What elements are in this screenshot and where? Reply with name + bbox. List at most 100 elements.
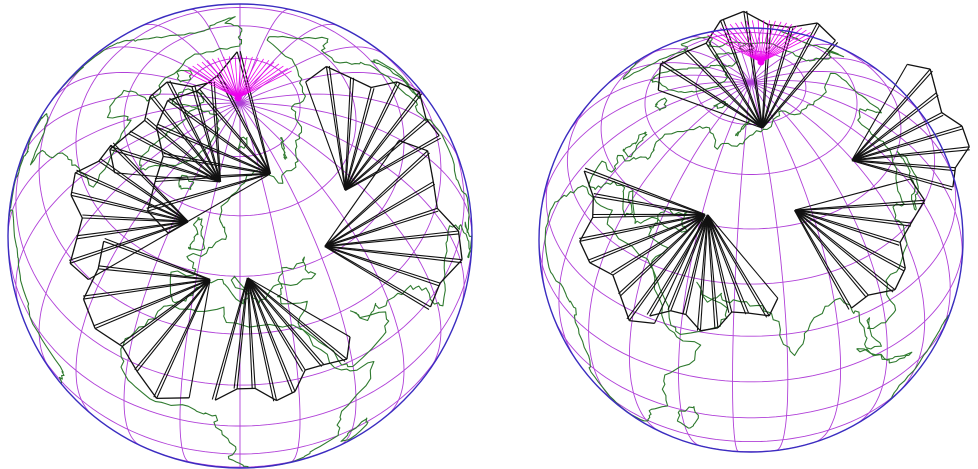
meridian-line xyxy=(540,81,752,212)
footprint-swath-edge xyxy=(762,24,772,129)
footprint-swath-edge xyxy=(324,246,440,287)
meridian-line xyxy=(750,27,764,83)
footprint-edge xyxy=(254,387,277,402)
footprint-swath-edge xyxy=(794,210,905,272)
footprint-swath-edge xyxy=(233,277,248,389)
coastline xyxy=(654,97,668,111)
footprint-swath-edge xyxy=(794,210,867,298)
pole-spoke xyxy=(206,60,239,99)
footprint-ray xyxy=(707,214,770,317)
footprint-edge xyxy=(276,390,296,402)
footprint-edge xyxy=(398,139,428,152)
footprint-swath-edge xyxy=(746,10,764,128)
footprint-edge xyxy=(720,10,745,22)
footprint-edge xyxy=(396,81,420,93)
footprint-edge xyxy=(894,268,906,290)
footprint-edge xyxy=(899,222,912,243)
right-globe-disc xyxy=(539,28,963,452)
meridian-line xyxy=(558,82,752,360)
footprint-ray xyxy=(794,178,911,211)
footprint-edge xyxy=(899,242,906,269)
footprint-ray xyxy=(344,91,420,191)
footprint-ray xyxy=(83,279,211,300)
footprint-edge xyxy=(121,346,138,372)
footprint-swath-edge xyxy=(324,246,462,264)
footprint-ray xyxy=(109,148,221,183)
coastline xyxy=(713,100,728,109)
footprint-ray xyxy=(649,214,709,317)
footprint-edge xyxy=(685,314,701,332)
footprint-ray xyxy=(121,279,211,347)
footprint-edge xyxy=(629,319,655,325)
footprint-edge xyxy=(851,294,869,309)
footprint-ray xyxy=(75,172,189,223)
footprint-ray xyxy=(670,214,709,311)
footprint-swath-edge xyxy=(71,191,189,222)
footprint-swath-edge xyxy=(852,149,970,162)
footprint-ray xyxy=(628,214,706,321)
footprint-edge xyxy=(75,160,100,174)
footprint-swath-edge xyxy=(82,214,189,222)
footprint-edge xyxy=(82,268,99,300)
right-globe xyxy=(538,10,970,453)
footprint-ray xyxy=(705,42,763,129)
footprint-swath-edge xyxy=(762,28,794,129)
footprint-swath-edge xyxy=(345,120,429,191)
parallel-line xyxy=(7,239,473,427)
footprint-ray xyxy=(191,86,221,183)
footprint-ray xyxy=(794,209,906,269)
footprint-edge xyxy=(816,22,836,41)
footprint-edge xyxy=(432,181,438,209)
footprint-ray xyxy=(344,118,427,191)
footprint-ray xyxy=(98,160,189,223)
pole-spoke xyxy=(237,55,242,99)
footprint-swath-edge xyxy=(83,278,210,297)
footprint-ray xyxy=(761,27,791,129)
footprint-edge xyxy=(660,51,686,65)
footprint-edge xyxy=(70,195,83,219)
pole-spoke xyxy=(188,68,239,99)
footprint-swath-edge xyxy=(661,61,763,128)
footprint-ray xyxy=(196,90,271,175)
footprint-ray xyxy=(620,214,706,297)
footprint-ray xyxy=(136,279,211,372)
footprint-edge xyxy=(589,262,614,276)
footprint-ray xyxy=(658,89,763,129)
left-globe-footprint-fan xyxy=(324,139,463,310)
footprint-ray xyxy=(851,92,937,161)
pole-spoke xyxy=(237,61,275,99)
footprint-swath-edge xyxy=(324,246,430,310)
footprint-swath-edge xyxy=(682,214,708,315)
right-globe-limb xyxy=(538,27,964,453)
footprint-edge xyxy=(426,150,434,182)
footprint-swath-edge xyxy=(325,183,436,247)
pole-dot xyxy=(234,94,242,102)
footprint-ray xyxy=(707,214,779,299)
footprint-edge xyxy=(97,241,105,269)
footprint-swath-edge xyxy=(762,24,821,129)
footprint-ray xyxy=(344,87,372,191)
left-globe-footprint-fan xyxy=(305,65,441,191)
meridian-line xyxy=(628,82,752,433)
footprint-edge xyxy=(935,92,943,113)
footprint-edge xyxy=(167,90,198,102)
meridian-line xyxy=(750,33,800,83)
footprint-ray xyxy=(579,214,706,242)
footprint-swath-edge xyxy=(852,94,939,161)
pole-spoke xyxy=(237,68,288,99)
left-globe-footprint-fan xyxy=(211,277,351,402)
footprint-edge xyxy=(649,310,671,317)
footprint-edge xyxy=(155,100,169,128)
footprint-swath-edge xyxy=(198,88,271,174)
footprint-edge xyxy=(717,311,733,329)
footprint-ray xyxy=(794,209,901,243)
footprint-ray xyxy=(707,214,733,313)
right-globe-footprint-fan xyxy=(657,10,839,129)
left-globe-limb xyxy=(7,3,473,469)
coastline xyxy=(279,137,288,160)
footprint-edge xyxy=(929,68,938,93)
left-globe xyxy=(7,3,473,469)
footprint-edge xyxy=(146,181,156,212)
footprint-swath-edge xyxy=(246,277,253,389)
